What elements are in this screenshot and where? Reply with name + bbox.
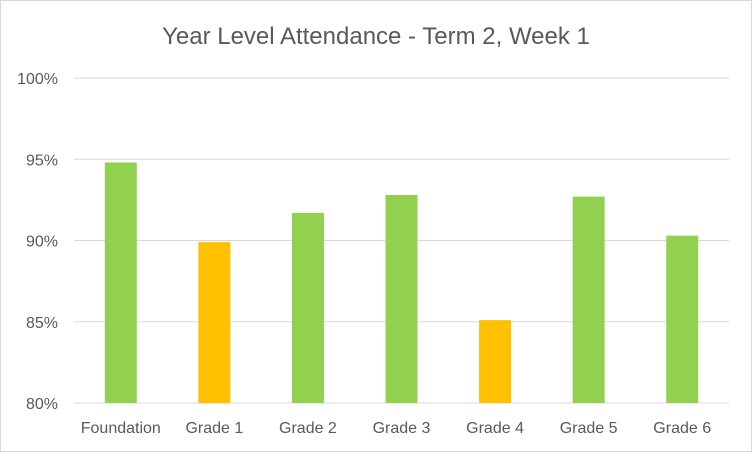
x-tick-label: Grade 4	[466, 420, 524, 437]
bar-grade-4	[479, 320, 512, 403]
y-axis-ticks: 80% 85% 90% 95% 100%	[17, 71, 58, 413]
y-tick-label: 80%	[26, 396, 58, 413]
y-tick-label: 95%	[26, 152, 58, 169]
x-axis-ticks: Foundation Grade 1 Grade 2 Grade 3 Grade 4 Gr…	[81, 420, 711, 437]
x-tick-label: Grade 3	[373, 420, 431, 437]
x-tick-label: Grade 2	[279, 420, 337, 437]
bar-grade-2	[291, 212, 324, 403]
bar-foundation	[104, 162, 137, 403]
y-tick-label: 85%	[26, 315, 58, 332]
x-tick-label: Grade 6	[653, 420, 711, 437]
x-tick-label: Grade 1	[185, 420, 243, 437]
y-tick-label: 90%	[26, 234, 58, 251]
y-tick-label: 100%	[17, 71, 58, 88]
bars	[104, 162, 699, 403]
bar-grade-6	[666, 235, 699, 403]
bar-grade-5	[572, 196, 605, 403]
x-tick-label: Grade 5	[560, 420, 618, 437]
bar-grade-3	[385, 195, 418, 403]
chart-title: Year Level Attendance - Term 2, Week 1	[162, 23, 590, 50]
bar-grade-1	[198, 242, 231, 403]
x-tick-label: Foundation	[81, 420, 161, 437]
